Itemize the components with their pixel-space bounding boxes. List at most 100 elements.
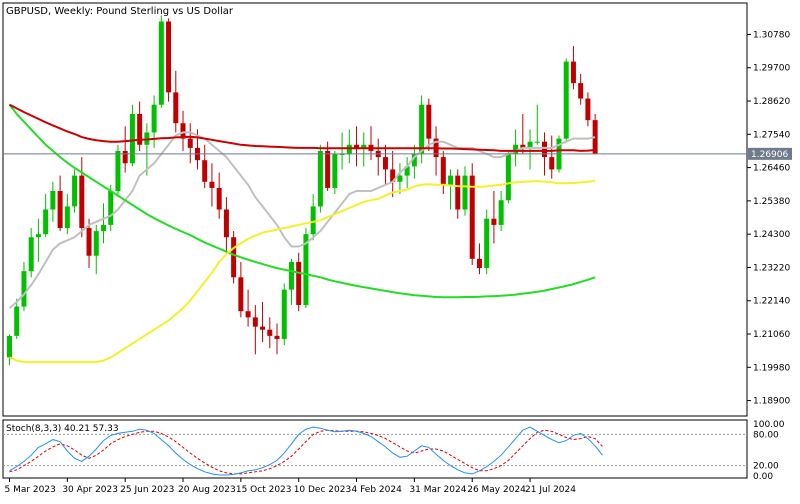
candle-body (592, 120, 598, 154)
candle-body (43, 209, 49, 235)
moving-averages-layer (8, 103, 596, 364)
moving-average-red-line (9, 103, 596, 152)
stochastic-level-label: 80.00 (753, 430, 779, 440)
candle-body (252, 317, 258, 327)
candle-body (448, 175, 454, 185)
candle-body (346, 144, 352, 155)
candle-body (64, 206, 70, 228)
candle-body (202, 160, 208, 182)
y-tick-label: 1.24300 (753, 230, 790, 240)
candle-body (86, 227, 92, 256)
stochastic-level-label: 0.00 (753, 472, 773, 482)
y-tick-label: 1.19980 (753, 363, 790, 373)
candle-body (498, 200, 504, 225)
candle-body (79, 175, 85, 228)
candle-body (216, 187, 222, 210)
candle-body (491, 218, 497, 225)
candle-body (534, 141, 540, 143)
candle-body (296, 261, 302, 306)
candle-body (267, 329, 273, 336)
y-tick-label: 1.18900 (753, 397, 790, 407)
candle-body (419, 104, 425, 155)
x-tick-label: 31 Mar 2024 (409, 485, 466, 495)
y-tick-label: 1.25380 (753, 197, 790, 207)
x-tick-label: 21 Jul 2024 (525, 485, 576, 495)
current-price-label: 1.26906 (751, 150, 788, 160)
candle-body (93, 231, 99, 256)
candle-body (166, 21, 172, 93)
moving-average-yellow-line (9, 179, 596, 364)
y-tick-label: 1.27540 (753, 130, 790, 140)
candle-body (563, 61, 569, 139)
y-tick-label: 1.23220 (753, 263, 790, 273)
candle-body (484, 218, 490, 269)
candle-body (108, 191, 114, 225)
candle-body (325, 150, 331, 188)
candle-body (72, 175, 78, 207)
stochastic-level-label: 20.00 (753, 462, 779, 472)
candle-body (549, 157, 555, 170)
stochastic-d-line (9, 429, 603, 475)
y-tick-label: 1.22140 (753, 297, 790, 307)
candle-body (50, 191, 56, 210)
candle-body (187, 138, 193, 148)
candle-body (14, 306, 20, 336)
candle-body (245, 311, 251, 318)
y-tick-label: 1.29700 (753, 64, 790, 74)
moving-average-green-line (8, 104, 596, 299)
candle-body (180, 123, 186, 139)
y-tick-label: 1.21060 (753, 330, 790, 340)
time-axis: 5 Mar 2023 30 Apr 2023 25 Jun 2023 20 Aug 2… (5, 478, 576, 495)
candle-body (578, 83, 584, 99)
candle-body (404, 166, 410, 176)
candle-body (21, 271, 27, 307)
candle-body (129, 113, 135, 164)
candle-body (426, 104, 432, 139)
candle-body (158, 21, 164, 105)
candle-body (505, 154, 511, 201)
x-tick-label: 26 May 2024 (467, 485, 526, 495)
candle-body (57, 191, 63, 228)
candle-body (440, 157, 446, 185)
x-tick-label: 25 Jun 2023 (120, 485, 174, 495)
y-tick-label: 1.30780 (753, 30, 790, 40)
x-tick-label: 20 Aug 2023 (178, 485, 236, 495)
candle-body (332, 154, 338, 188)
price-axis: 1.30780 1.29700 1.28620 1.27540 1.26460 1.253… (747, 30, 790, 407)
candle-body (173, 92, 179, 124)
candle-body (390, 169, 396, 182)
candle-body (520, 144, 526, 148)
candle-body (281, 289, 287, 339)
candle-body (513, 144, 519, 155)
candle-body (231, 237, 237, 278)
stochastic-label: Stoch(8,3,3) 40.21 57.33 (6, 424, 119, 434)
candle-body (469, 175, 475, 259)
candle-body (542, 141, 548, 158)
candle-body (288, 261, 294, 290)
candle-body (35, 234, 41, 238)
candle-body (238, 277, 244, 312)
x-tick-label: 30 Apr 2023 (62, 485, 118, 495)
candle-body (527, 141, 533, 148)
stochastic-level-label: 100.00 (753, 420, 785, 430)
candle-body (122, 150, 128, 164)
candle-body (28, 237, 34, 272)
candle-body (303, 234, 309, 306)
candle-body (151, 104, 157, 133)
candle-body (274, 335, 280, 339)
candle-body (137, 113, 143, 145)
candle-body (476, 258, 482, 269)
candle-body (455, 175, 461, 210)
candle-body (260, 326, 266, 330)
candle-body (339, 154, 345, 156)
y-tick-label: 1.28620 (753, 97, 790, 107)
candle-body (570, 61, 576, 84)
stochastic-k-line (9, 426, 603, 476)
candle-body (209, 181, 215, 188)
x-tick-label: 10 Dec 2023 (294, 485, 352, 495)
current-price-badge (748, 147, 792, 160)
candle-body (223, 209, 229, 238)
